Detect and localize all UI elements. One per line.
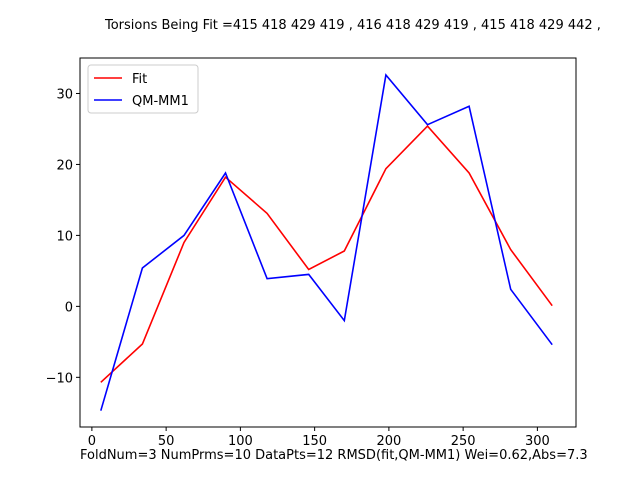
legend-label-1: QM-MM1: [132, 94, 189, 109]
y-tick-label: 10: [56, 229, 73, 244]
series-line-1: [100, 73, 553, 411]
x-tick-label: 300: [525, 434, 550, 449]
chart-title: Torsions Being Fit =415 418 429 419 , 41…: [105, 18, 601, 33]
y-tick-label: 30: [56, 87, 73, 102]
x-tick-label: 50: [158, 434, 175, 449]
y-tick-label: 20: [56, 158, 73, 173]
x-tick-label: 200: [376, 434, 401, 449]
chart-footer: FoldNum=3 NumPrms=10 DataPts=12 RMSD(fit…: [80, 448, 588, 463]
x-tick-label: 0: [88, 434, 96, 449]
x-tick-label: 150: [302, 434, 327, 449]
axis-ticks: 0 50 100 150 200 250 300 −10 0 10 20 30: [46, 87, 550, 449]
series-line-0: [100, 124, 553, 383]
series-lines: [100, 73, 553, 411]
legend: Fit QM-MM1: [87, 64, 199, 114]
x-tick-label: 100: [228, 434, 253, 449]
plot-frame: [79, 57, 577, 428]
x-tick-label: 250: [451, 434, 476, 449]
legend-label-0: Fit: [132, 72, 147, 87]
y-tick-label: −10: [46, 371, 73, 386]
y-tick-label: 0: [65, 300, 73, 315]
legend-box: [87, 64, 199, 114]
